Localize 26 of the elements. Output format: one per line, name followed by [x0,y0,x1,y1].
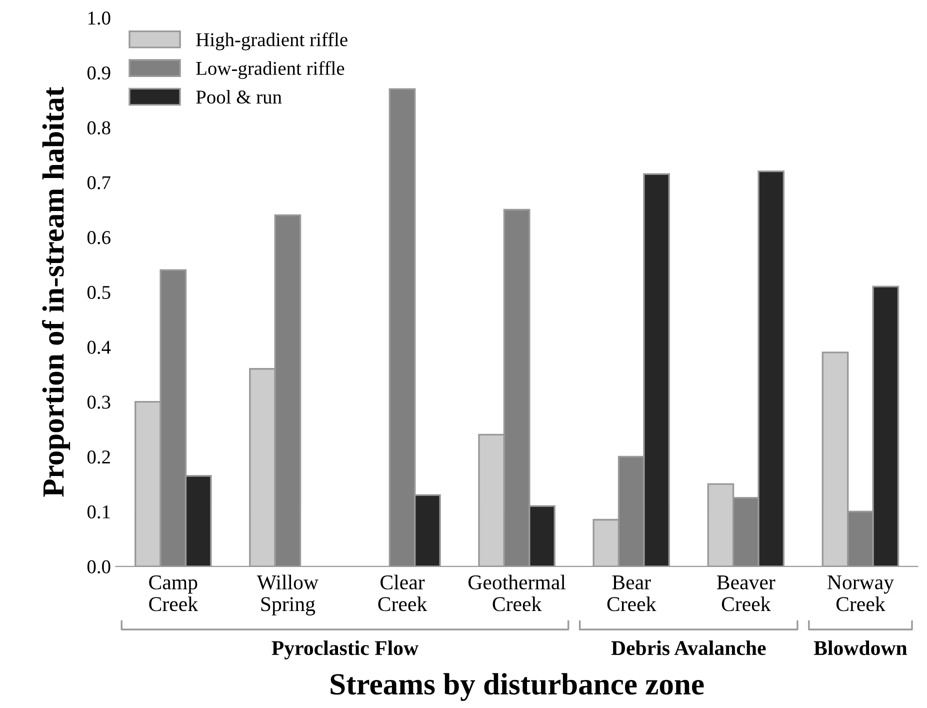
x-tick-label: Clear Creek [378,574,428,612]
x-axis-title: Streams by disturbance zone [330,673,704,701]
y-tick-label: 0.2 [87,450,110,464]
y-tick-label: 0.9 [87,66,110,80]
text: Pyroclastic Flow [272,640,418,660]
x-tick-label: Bear Creek [607,576,656,612]
text: Blowdown [814,640,908,656]
y-tick-label: 0.1 [87,505,110,519]
y-tick-label: 0.3 [87,396,110,409]
y-tick-label: 0.5 [87,286,110,300]
y-axis-title: Proportion of in-stream habitat [42,86,70,497]
text: Debris Avalanche [611,640,766,656]
y-tick-label: 0.4 [87,340,111,354]
y-tick-label: 0.7 [87,176,110,190]
x-tick-label: Willow Spring [256,574,318,616]
legend-label: Pool & run [196,90,282,104]
y-tick-label: 0.8 [87,121,110,134]
x-tick-label: Norway Creek [828,575,894,612]
y-tick-label: 0.6 [87,230,110,244]
legend-label: Low-gradient riffle [196,61,344,79]
legend-label: High-gradient riffle [196,32,348,50]
x-tick-label: Camp Creek [149,575,198,612]
y-tick-label: 1.0 [88,12,110,25]
y-tick-label: 0.0 [87,560,110,574]
x-tick-label: Beaver Creek [717,576,776,612]
x-tick-label: Geothermal Creek [468,574,566,612]
